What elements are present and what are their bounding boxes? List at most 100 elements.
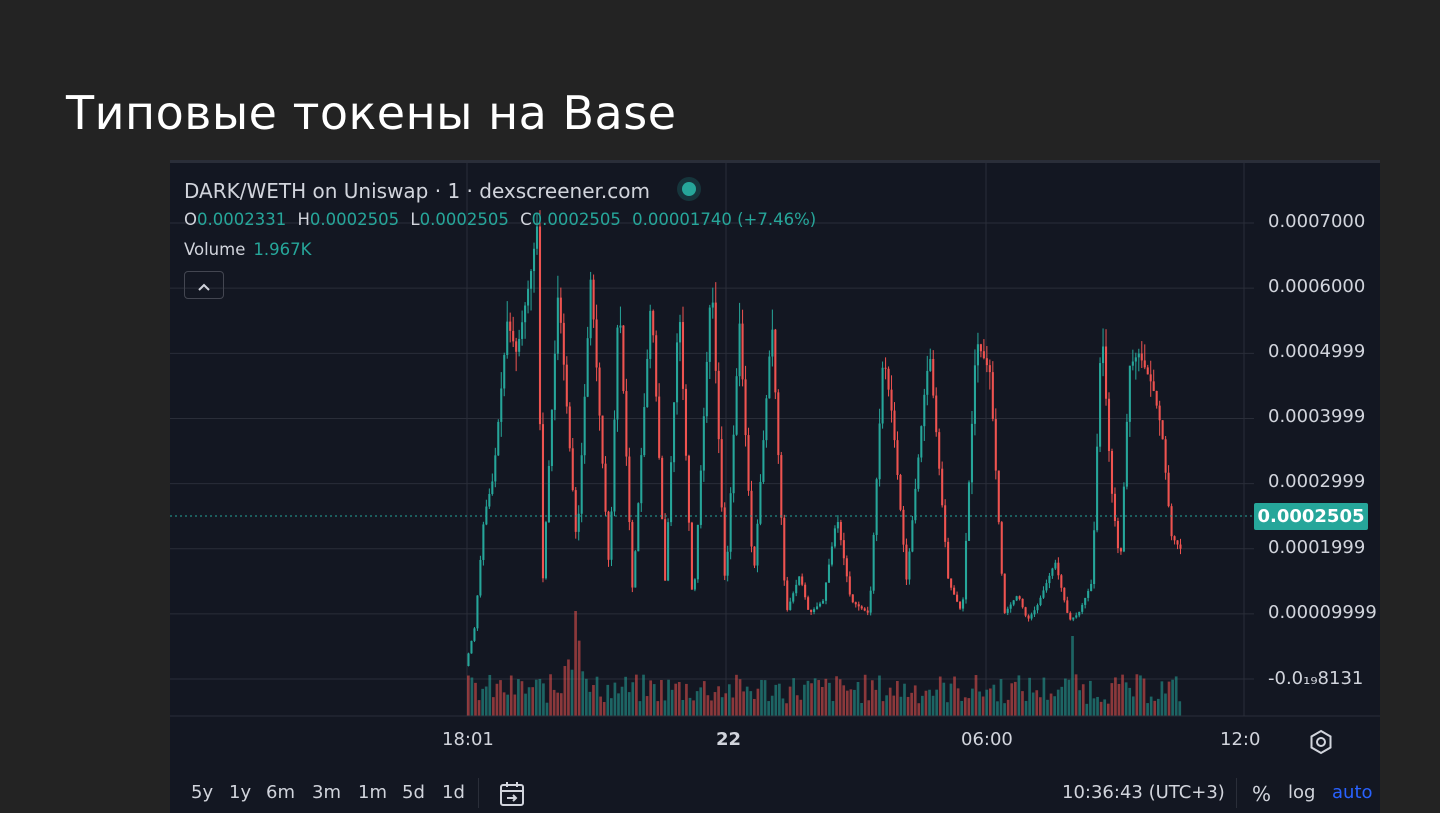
- log-scale-toggle[interactable]: log: [1288, 782, 1316, 803]
- volume-bar: [856, 681, 860, 716]
- volume-bar: [1131, 696, 1135, 716]
- candle-body: [500, 388, 503, 422]
- candle-body: [595, 319, 598, 368]
- volume-bar: [660, 680, 663, 716]
- chart-panel[interactable]: DARK/WETH on Uniswap · 1 · dexscreener.c…: [170, 160, 1380, 813]
- volume-bar: [910, 692, 913, 716]
- candle-body: [1110, 451, 1114, 494]
- volume-bar: [1074, 674, 1078, 716]
- price-chart[interactable]: [170, 163, 1380, 768]
- range-button-1d[interactable]: 1d: [442, 782, 465, 803]
- volume-legend: Volume 1.967K: [184, 240, 311, 259]
- candle-body: [705, 361, 708, 417]
- volume-bar: [967, 698, 971, 716]
- volume-bar: [688, 697, 692, 716]
- candle-body: [687, 455, 690, 523]
- candle-body: [568, 406, 571, 449]
- candle-body: [911, 520, 914, 552]
- range-button-1y[interactable]: 1y: [229, 782, 252, 803]
- candle-body: [854, 602, 857, 605]
- candle-body: [547, 466, 550, 523]
- y-tick-label: 0.0004999: [1268, 341, 1366, 362]
- candle-body: [982, 351, 985, 359]
- x-tick-label: 06:00: [961, 729, 1013, 750]
- candle-body: [813, 609, 816, 612]
- volume-bar: [606, 684, 610, 716]
- volume-bar: [1174, 676, 1178, 716]
- candle-body: [1093, 530, 1096, 584]
- volume-bar: [1092, 698, 1096, 716]
- candle-body: [1012, 600, 1015, 605]
- range-button-5d[interactable]: 5d: [402, 782, 425, 803]
- volume-bar: [906, 696, 910, 716]
- volume-bar: [613, 682, 617, 716]
- candle-body: [789, 601, 792, 610]
- candle-body: [765, 398, 768, 441]
- volume-bar: [563, 666, 567, 716]
- volume-bar: [1024, 700, 1028, 716]
- candle-body: [929, 358, 932, 371]
- volume-bar: [495, 683, 499, 716]
- volume-bar: [631, 682, 635, 716]
- timezone-clock[interactable]: 10:36:43 (UTC+3): [1062, 782, 1225, 803]
- candle-body: [1164, 439, 1167, 473]
- volume-bar: [624, 676, 627, 716]
- volume-bar: [817, 680, 821, 716]
- volume-bar: [538, 678, 542, 716]
- range-button-1m[interactable]: 1m: [358, 782, 387, 803]
- candle-body: [1060, 575, 1063, 588]
- volume-bar: [1114, 677, 1117, 716]
- volume-bar: [492, 697, 495, 716]
- candle-body: [1045, 583, 1048, 591]
- range-button-5y[interactable]: 5y: [191, 782, 214, 803]
- candle-body: [649, 310, 652, 359]
- volume-bar: [831, 701, 835, 716]
- candle-body: [538, 226, 542, 425]
- close-label: C: [520, 210, 532, 229]
- candle-body: [845, 558, 848, 577]
- volume-bar: [638, 701, 642, 716]
- volume-bar: [845, 690, 849, 716]
- volume-bar: [1021, 691, 1024, 716]
- volume-bar: [735, 674, 738, 716]
- candle-body: [1075, 615, 1078, 618]
- low-label: L: [410, 210, 420, 229]
- volume-bar: [749, 691, 753, 716]
- volume-bar: [645, 696, 649, 716]
- candle-body: [1116, 520, 1119, 549]
- candle-body: [467, 653, 470, 666]
- volume-bar: [1128, 687, 1132, 716]
- volume-bar: [635, 674, 638, 716]
- candle-body: [1104, 346, 1108, 399]
- range-button-3m[interactable]: 3m: [312, 782, 341, 803]
- candle-body: [670, 462, 673, 523]
- candle-body: [914, 488, 917, 521]
- volume-bar: [1103, 699, 1107, 716]
- candle-body: [696, 524, 699, 580]
- candle-body: [1099, 363, 1102, 447]
- volume-bar: [702, 681, 706, 716]
- candle-body: [848, 576, 851, 595]
- candle-body: [497, 421, 500, 456]
- auto-scale-toggle[interactable]: auto: [1332, 782, 1373, 803]
- candle-body: [917, 457, 920, 489]
- range-button-6m[interactable]: 6m: [266, 782, 295, 803]
- volume-bar: [999, 679, 1003, 716]
- volume-bar: [928, 689, 931, 716]
- candle-body: [1057, 562, 1060, 576]
- candle-body: [699, 470, 702, 525]
- candle-body: [664, 519, 667, 581]
- volume-bar: [517, 679, 520, 716]
- last-price-badge: 0.0002505: [1254, 503, 1368, 530]
- calendar-goto-icon[interactable]: [498, 780, 526, 808]
- volume-bar: [1089, 680, 1092, 716]
- percent-scale-toggle[interactable]: %: [1252, 782, 1272, 806]
- candle-body: [1042, 590, 1045, 598]
- volume-bar: [706, 695, 710, 716]
- candle-body: [708, 307, 711, 362]
- volume-bar: [527, 687, 531, 716]
- candle-body: [1131, 361, 1134, 366]
- volume-bar: [949, 683, 953, 716]
- gear-icon[interactable]: [1308, 729, 1334, 755]
- legend-collapse-button[interactable]: [184, 271, 224, 299]
